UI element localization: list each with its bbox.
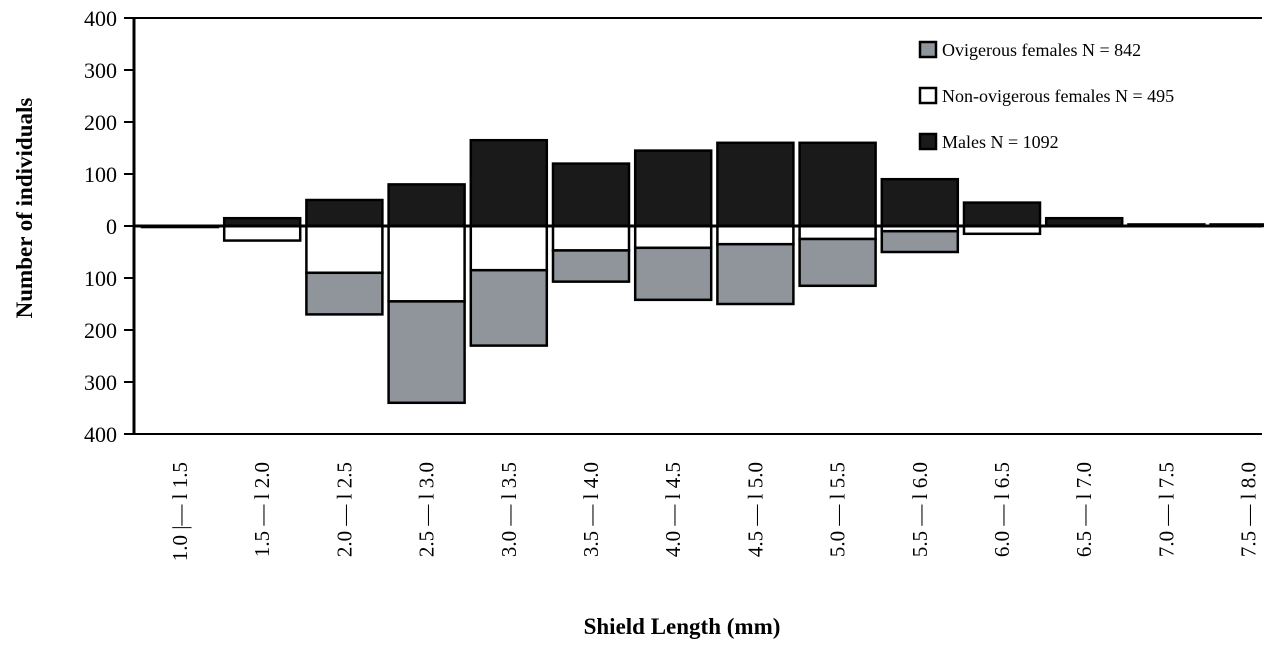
y-axis-title: Number of individuals	[12, 98, 37, 319]
bar-males-4	[469, 138, 549, 228]
x-tick-label: 1.0 |— l 1.5	[168, 462, 192, 561]
y-tick-label: 400	[84, 422, 117, 447]
x-tick-label: 1.5 — l 2.0	[250, 462, 274, 557]
x-tick-label: 6.5 — l 7.0	[1072, 462, 1096, 557]
bar-non-ovigerous-1	[222, 224, 302, 242]
bar-non-ovigerous-7	[716, 224, 795, 246]
y-ticks-layer: 400 300 200 100 0 100 200 300 400	[84, 6, 134, 447]
legend-swatch	[918, 132, 938, 151]
bar-non-ovigerous-3	[387, 224, 466, 303]
bar-males-10	[962, 201, 1042, 228]
x-tick-label: 6.0 — l 6.5	[990, 462, 1014, 557]
x-categories-layer: 1.0 |— l 1.5 1.5 — l 2.0 2.0 — l 2.5 2.5 — …	[168, 462, 1261, 561]
y-tick-label: 100	[84, 266, 117, 291]
x-tick-label: 5.5 — l 6.0	[908, 462, 932, 557]
x-tick-label: 3.5 — l 4.0	[579, 462, 603, 557]
bar-ovigerous-5	[551, 249, 631, 283]
bar-non-ovigerous-4	[469, 224, 549, 272]
x-axis-title: Shield Length (mm)	[584, 614, 781, 639]
x-tick-label: 4.5 — l 5.0	[743, 462, 767, 557]
x-tick-label: 5.0 — l 5.5	[826, 462, 850, 557]
y-tick-label: 200	[84, 110, 117, 135]
y-tick-label: 300	[84, 370, 117, 395]
legend-swatch	[918, 40, 938, 59]
bar-ovigerous-3	[387, 300, 466, 405]
y-tick-label: 200	[84, 318, 117, 343]
bar-ovigerous-8	[798, 237, 877, 288]
bar-males-2	[305, 198, 384, 228]
y-tick-label: 100	[84, 162, 117, 187]
bar-males-5	[551, 162, 631, 228]
bar-males-8	[798, 141, 877, 228]
y-tick-label: 0	[106, 214, 117, 239]
y-tick-label: 400	[84, 6, 117, 31]
bar-non-ovigerous-8	[798, 224, 877, 241]
legend-label: Males N = 1092	[942, 132, 1059, 152]
bar-ovigerous-6	[633, 246, 713, 302]
x-tick-label: 3.0 — l 3.5	[497, 462, 521, 557]
x-tick-label: 7.5 — l 8.0	[1237, 462, 1261, 557]
bar-males-3	[387, 183, 466, 228]
axes-layer	[132, 17, 1262, 435]
x-tick-label: 7.0 — l 7.5	[1154, 462, 1178, 557]
bar-ovigerous-4	[469, 268, 549, 347]
legend-label: Non-ovigerous females N = 495	[942, 86, 1174, 106]
bar-ovigerous-2	[305, 271, 384, 316]
bar-males-9	[880, 177, 960, 228]
bar-ovigerous-7	[716, 242, 795, 306]
bar-non-ovigerous-5	[551, 224, 631, 252]
bar-non-ovigerous-2	[305, 224, 384, 275]
bar-ovigerous-9	[880, 229, 960, 254]
legend-label: Ovigerous females N = 842	[942, 40, 1141, 60]
x-tick-label: 4.0 — l 4.5	[661, 462, 685, 557]
bar-non-ovigerous-6	[633, 224, 713, 250]
legend: Ovigerous females N = 842 Non-ovigerous f…	[918, 40, 1174, 152]
bar-males-7	[716, 141, 795, 228]
y-tick-label: 300	[84, 58, 117, 83]
legend-swatch	[918, 86, 938, 105]
x-tick-label: 2.0 — l 2.5	[332, 462, 356, 557]
bar-males-6	[633, 149, 713, 228]
bars-layer	[140, 138, 1264, 405]
x-tick-label: 2.5 — l 3.0	[415, 462, 439, 557]
